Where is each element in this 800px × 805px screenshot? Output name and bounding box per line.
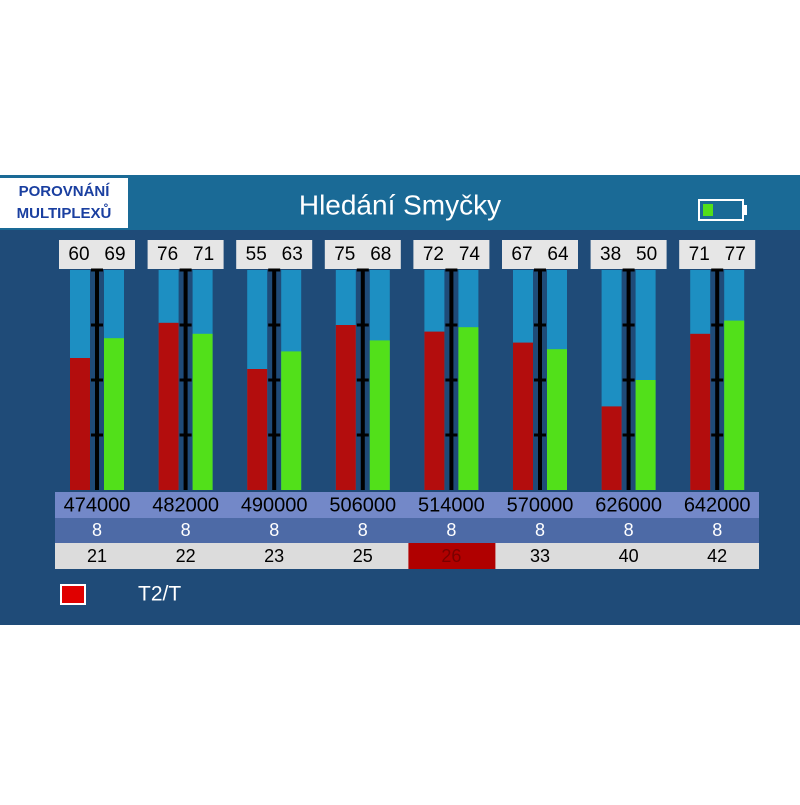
frequency-row — [55, 492, 759, 518]
frequency: 490000 — [241, 494, 308, 516]
bar — [192, 333, 213, 490]
level-value: 68 — [370, 244, 391, 265]
level-value: 76 — [157, 244, 178, 265]
badge — [0, 178, 128, 228]
badge-line: POROVNÁNÍ — [19, 183, 111, 200]
bar — [513, 342, 533, 490]
level-box — [59, 240, 135, 269]
bar — [104, 338, 124, 490]
channel: 33 — [530, 546, 550, 566]
channel: 21 — [87, 546, 107, 566]
bandwidth: 8 — [181, 520, 191, 540]
frequency: 642000 — [684, 494, 751, 516]
level-value: 69 — [104, 244, 125, 265]
channel-row — [55, 543, 759, 569]
title: Hledání Smyčky — [299, 189, 501, 220]
bar — [601, 406, 622, 490]
level-value: 50 — [636, 244, 657, 265]
level-value: 71 — [193, 244, 214, 265]
level-value: 72 — [423, 244, 444, 265]
level-value: 77 — [725, 244, 746, 265]
bar — [281, 351, 302, 490]
badge-line: MULTIPLEXŮ — [17, 203, 112, 222]
bandwidth: 8 — [624, 520, 634, 540]
bandwidth: 8 — [446, 520, 456, 540]
level-value: 71 — [689, 244, 710, 265]
level-box — [324, 240, 401, 269]
bar — [247, 369, 268, 490]
bandwidth: 8 — [535, 520, 545, 540]
bandwidth: 8 — [712, 520, 722, 540]
frequency: 626000 — [595, 494, 662, 516]
level-value: 67 — [511, 244, 532, 265]
level-box — [679, 240, 756, 269]
header-bar — [0, 175, 800, 230]
level-value: 63 — [282, 244, 303, 265]
bar — [369, 340, 390, 490]
channel: 22 — [176, 546, 196, 566]
frequency: 506000 — [329, 494, 396, 516]
bar — [158, 322, 179, 490]
bar — [690, 333, 711, 490]
bandwidth: 8 — [358, 520, 368, 540]
frequency: 474000 — [64, 494, 131, 516]
legend-label: T2/T — [138, 583, 181, 606]
bandwidth: 8 — [92, 520, 102, 540]
level-box — [413, 240, 490, 269]
level-value: 74 — [459, 244, 481, 265]
channel: 40 — [619, 546, 639, 566]
bandwidth-row — [55, 518, 759, 543]
bandwidth: 8 — [269, 520, 279, 540]
channel: 23 — [264, 546, 284, 566]
level-value: 38 — [600, 244, 621, 265]
bar — [458, 327, 479, 490]
frequency: 482000 — [152, 494, 219, 516]
frequency: 514000 — [418, 494, 485, 516]
bar — [70, 358, 90, 490]
level-value: 55 — [246, 244, 267, 265]
bar — [635, 380, 656, 490]
level-box — [502, 240, 578, 269]
bar — [335, 325, 356, 490]
level-value: 75 — [334, 244, 355, 265]
level-box — [590, 240, 667, 269]
level-box — [147, 240, 224, 269]
bar — [547, 349, 567, 490]
level-box — [236, 240, 313, 269]
battery-icon — [698, 199, 747, 221]
channel-highlight — [408, 543, 496, 569]
level-value: 64 — [547, 244, 569, 265]
channel: 42 — [707, 546, 727, 566]
frequency: 570000 — [507, 494, 574, 516]
legend-swatch — [62, 586, 84, 603]
channel: 26 — [441, 546, 461, 566]
channel: 25 — [353, 546, 373, 566]
level-value: 60 — [68, 244, 89, 265]
bar — [724, 320, 745, 490]
bar — [424, 331, 445, 490]
